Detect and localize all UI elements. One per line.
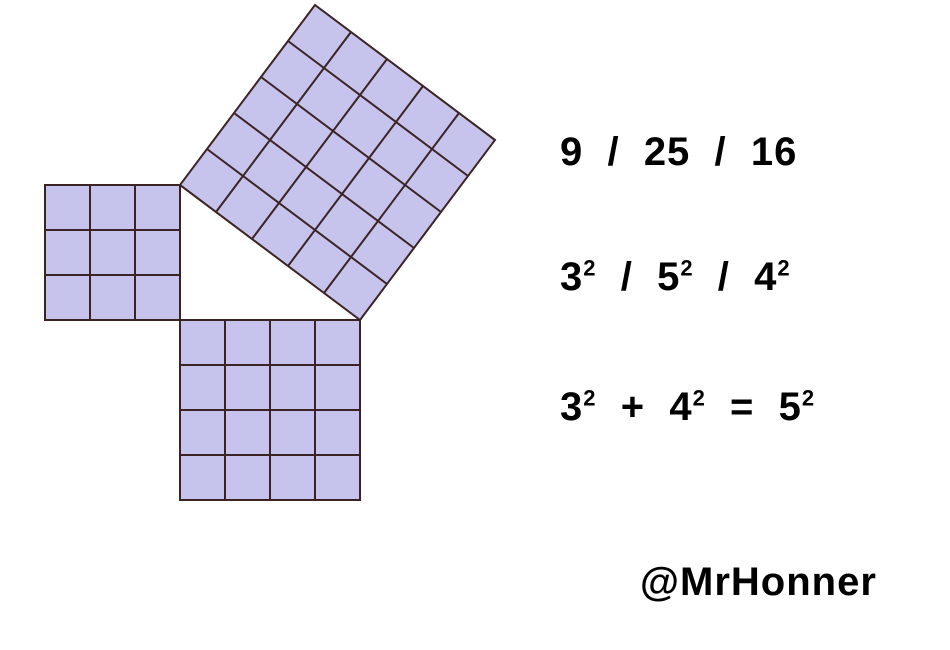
pythagoras-diagram — [0, 0, 560, 650]
equation-line-1: 9 / 25 / 16 — [560, 130, 797, 175]
b-square — [180, 320, 360, 500]
attribution: @MrHonner — [640, 560, 877, 605]
equation-line-2: 32 / 52 / 42 — [560, 255, 791, 300]
equation-line-3: 32 + 42 = 52 — [560, 385, 815, 430]
a-square — [45, 185, 180, 320]
c-square — [180, 5, 495, 320]
stage: 9 / 25 / 16 32 / 52 / 42 32 + 42 = 52 @M… — [0, 0, 950, 650]
